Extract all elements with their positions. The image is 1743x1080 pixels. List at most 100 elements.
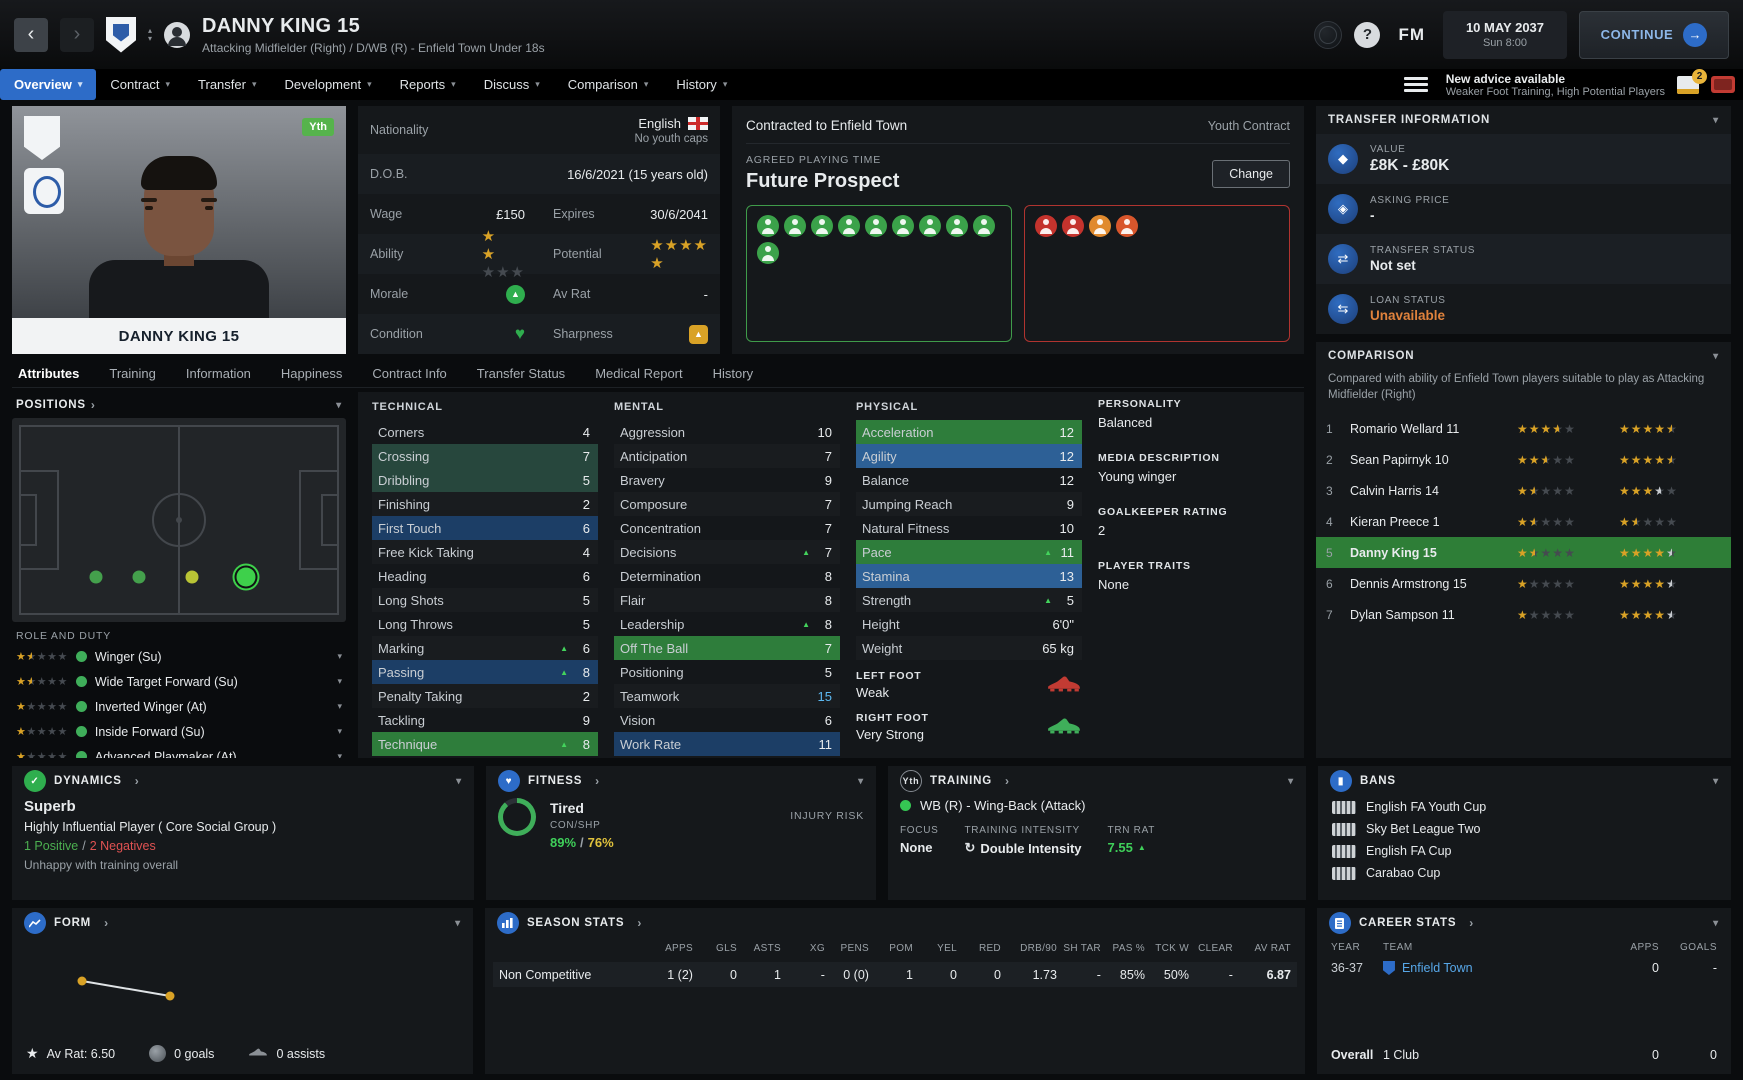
collapse-icon[interactable]: ▾ xyxy=(336,399,342,411)
subtab-contract-info[interactable]: Contract Info xyxy=(372,366,447,381)
subtab-attributes[interactable]: Attributes xyxy=(18,366,80,381)
season-col-yel: YEL xyxy=(937,942,957,954)
collapse-icon[interactable]: ▾ xyxy=(1713,775,1719,787)
advice-bell-icon[interactable]: 2 xyxy=(1677,68,1707,94)
world-icon[interactable] xyxy=(1314,20,1343,49)
attribute-row-agility: Agility 12 xyxy=(856,444,1082,468)
role-row-wide-target-forward-su[interactable]: ★★★★★Wide Target Forward (Su)▾ xyxy=(12,669,346,694)
team-link[interactable]: Enfield Town xyxy=(1401,961,1473,975)
collapse-icon[interactable]: ▾ xyxy=(1288,775,1294,787)
comparison-row-calvin-harris-14[interactable]: 3 Calvin Harris 14 ★★ ★★★★ ★★★★ xyxy=(1316,475,1731,506)
competition-icon xyxy=(1332,866,1356,880)
subtab-training[interactable]: Training xyxy=(109,366,156,381)
subtab-happiness[interactable]: Happiness xyxy=(280,366,343,381)
role-row-inside-forward-su[interactable]: ★★★★★ Inside Forward (Su) ▾ xyxy=(16,724,342,739)
dob-value: 16/6/2021 (15 years old) xyxy=(567,166,708,182)
role-row-advanced-playmaker-at[interactable]: ★★★★★ Advanced Playmaker (At) ▾ xyxy=(12,744,346,758)
positions-header[interactable]: POSITIONS › ▾ xyxy=(16,398,342,412)
transfer-info-row-asking-price: ◈ ASKING PRICE - xyxy=(1316,184,1731,234)
club-crest-icon[interactable] xyxy=(106,16,136,53)
live-screen-icon[interactable] xyxy=(1711,76,1735,93)
forward-button[interactable]: › xyxy=(60,17,94,52)
season-col-pens: PENS xyxy=(840,942,869,954)
collapse-icon[interactable]: ▾ xyxy=(456,775,462,787)
advice-notification[interactable]: New advice available Weaker Foot Trainin… xyxy=(1446,68,1735,98)
back-button[interactable]: ‹ xyxy=(14,17,48,52)
tab-development[interactable]: Development ▾ xyxy=(284,77,372,92)
comparison-row-romario-wellard-11[interactable]: 1 Romario Wellard 11 ★★★★ ★★ ★★★★ xyxy=(1316,413,1731,444)
season-stats-row[interactable]: Non Competitive 1 (2) 0 1-0 (0) 1 0 0 1.73-85%… xyxy=(492,962,1297,987)
collapse-icon[interactable]: ▾ xyxy=(1713,350,1719,362)
attribute-row-stamina: Stamina 13 xyxy=(856,564,1082,588)
ball-icon xyxy=(149,1045,167,1062)
player-info-panel: Nationality English No youth caps D.O.B.… xyxy=(358,106,720,354)
wage-value: £150 xyxy=(496,206,525,222)
competition-icon xyxy=(1332,844,1356,858)
season-col-tck-w: TCK W xyxy=(1155,942,1189,954)
player-face-icon[interactable] xyxy=(164,21,191,48)
tab-reports[interactable]: Reports ▾ xyxy=(399,77,456,92)
tab-overview[interactable]: Overview ▾ xyxy=(0,69,97,100)
value-diamond-icon: ◆ xyxy=(1328,144,1358,174)
subtab-transfer-status[interactable]: Transfer Status xyxy=(476,366,566,381)
ban-item-english-fa-cup: English FA Cup xyxy=(1318,840,1731,862)
star-icon: ★ xyxy=(1642,545,1655,560)
star-icon: ★ xyxy=(26,675,36,688)
chevron-down-icon: ▾ xyxy=(337,676,342,686)
star-icon: ★ xyxy=(1619,607,1631,622)
continue-button[interactable]: CONTINUE → xyxy=(1579,10,1729,59)
positive-promise-icon xyxy=(811,215,833,237)
comparison-row-dennis-armstrong-15[interactable]: 6 Dennis Armstrong 15 ★★★★★ ★★★★★ xyxy=(1316,568,1731,599)
change-button[interactable]: Change xyxy=(1212,159,1290,188)
star-icon: ★ xyxy=(16,701,27,713)
comparison-row-dylan-sampson-11[interactable]: 7 Dylan Sampson 11 ★★★★★ ★★★★★ xyxy=(1316,599,1731,630)
contract-type: Youth Contract xyxy=(1207,118,1290,133)
contract-panel: Contracted to Enfield Town Youth Contrac… xyxy=(732,106,1304,354)
potential-stars: ★★★★★ xyxy=(1619,546,1721,560)
star-icon: ★ xyxy=(47,726,58,738)
role-row-winger-su[interactable]: ★★★★★Winger (Su)▾ xyxy=(12,644,346,669)
position-dot-1 xyxy=(89,570,102,584)
star-icon: ★ xyxy=(1654,484,1666,498)
career-row: 36-37 Enfield Town 0- xyxy=(1330,961,1717,975)
subtab-medical-report[interactable]: Medical Report xyxy=(595,366,683,381)
section-link-arrow-icon: › xyxy=(1004,774,1010,788)
star-icon: ★ xyxy=(1517,545,1529,560)
chevron-down-icon: ▾ xyxy=(251,79,257,89)
star-icon: ★ xyxy=(1564,421,1576,436)
collapse-icon[interactable]: ▾ xyxy=(455,917,461,929)
comparison-row-kieran-preece-1[interactable]: 4 Kieran Preece 1 ★★ ★★★★ ★★ ★★ xyxy=(1316,506,1731,537)
training-intensity[interactable]: TRAINING INTENSITY ↻ Double Intensity xyxy=(964,825,1082,856)
tab-discuss[interactable]: Discuss ▾ xyxy=(483,77,540,92)
comparison-row-danny-king-15[interactable]: 5 Danny King 15 ★★ ★★★★ ★★★★ xyxy=(1316,537,1731,569)
star-icon: ★ xyxy=(1552,607,1565,622)
tab-comparison[interactable]: Comparison ▾ xyxy=(567,77,649,92)
subtab-information[interactable]: Information xyxy=(185,366,251,381)
menu-icon[interactable] xyxy=(1400,73,1432,96)
tab-history[interactable]: History ▾ xyxy=(676,77,728,92)
tab-contract[interactable]: Contract ▾ xyxy=(110,77,171,92)
subtab-history[interactable]: History xyxy=(712,366,754,381)
crest-cycle-icon[interactable]: ▴ ▾ xyxy=(148,25,153,43)
mental-column: MENTAL Aggression 10 Anticipation 7 Bravery 9… xyxy=(614,394,840,756)
star-icon: ★ xyxy=(1642,607,1655,622)
star-icon: ★ xyxy=(1630,483,1643,498)
injury-risk-label: INJURY RISK xyxy=(790,810,864,822)
star-icon: ★ xyxy=(1552,483,1565,498)
collapse-icon[interactable]: ▾ xyxy=(858,775,864,787)
position-dot-3 xyxy=(185,570,199,584)
role-row-inverted-winger-at[interactable]: ★★★★★ Inverted Winger (At) ▾ xyxy=(16,699,342,714)
star-icon: ★ xyxy=(1540,421,1553,436)
role-ability-dot-icon xyxy=(75,751,87,758)
role-ability-dot-icon xyxy=(75,726,87,737)
positive-interactions-box xyxy=(746,205,1012,342)
chevron-down-icon: ▾ xyxy=(535,79,540,89)
expires-value: 30/6/2041 xyxy=(650,206,708,222)
help-icon[interactable]: ? xyxy=(1354,21,1381,48)
tab-transfer[interactable]: Transfer ▾ xyxy=(198,77,257,92)
season-col-pom: POM xyxy=(889,942,913,954)
star-icon: ★ xyxy=(36,676,48,688)
collapse-icon[interactable]: ▾ xyxy=(1713,917,1719,929)
collapse-icon[interactable]: ▾ xyxy=(1713,114,1719,126)
comparison-row-sean-papirnyk-10[interactable]: 2 Sean Papirnyk 10 ★★★ ★★★ ★★★★ xyxy=(1316,444,1731,475)
